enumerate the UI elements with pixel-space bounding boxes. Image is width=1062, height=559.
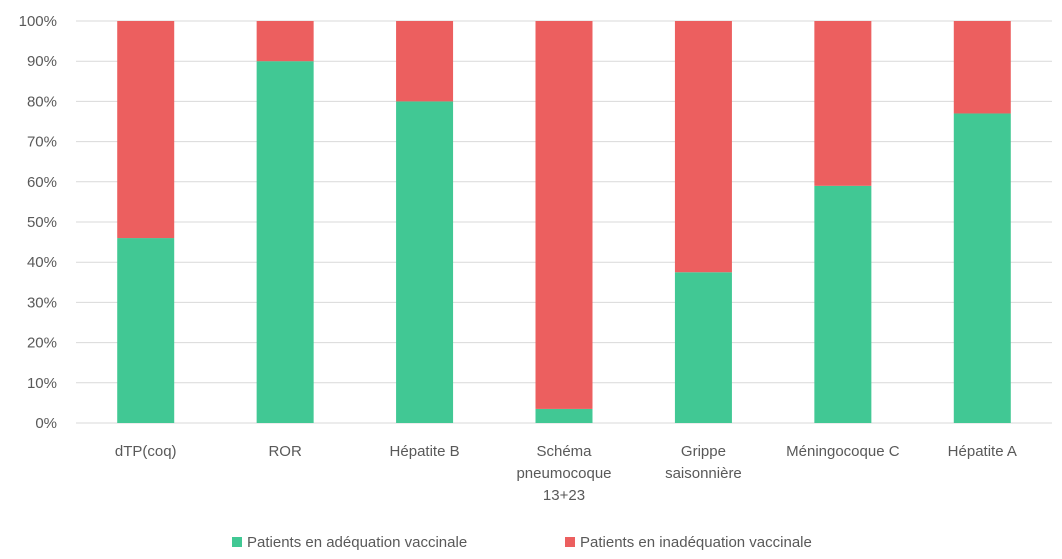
- y-tick-label: 60%: [27, 174, 57, 191]
- bar-adequation-1: [117, 238, 175, 423]
- x-category-label: ROR: [268, 443, 302, 460]
- y-tick-label: 20%: [27, 335, 57, 352]
- x-category-label: Grippe saisonnière: [665, 443, 742, 482]
- legend-swatch: [565, 537, 575, 547]
- y-tick-label: 100%: [19, 13, 57, 30]
- x-category-label: Hépatite B: [390, 443, 460, 460]
- bar-adequation-6: [814, 185, 872, 423]
- bar-inadequation-4: [535, 21, 593, 409]
- legend: Patients en adéquation vaccinale Patients…: [232, 534, 812, 551]
- y-tick-label: 50%: [27, 214, 57, 231]
- legend-label: Patients en adéquation vaccinale: [247, 534, 467, 551]
- y-tick-label: 70%: [27, 134, 57, 151]
- x-category-label: dTP(coq): [115, 443, 177, 460]
- y-tick-label: 80%: [27, 93, 57, 110]
- legend-swatch: [232, 537, 242, 547]
- bars: [117, 21, 1011, 424]
- bar-inadequation-7: [953, 21, 1011, 114]
- x-axis-category-labels: dTP(coq) ROR Hépatite B Schéma pneumocoque 13…: [115, 443, 1017, 504]
- bar-inadequation-5: [674, 21, 732, 273]
- y-tick-label: 40%: [27, 254, 57, 271]
- bar-adequation-5: [674, 272, 732, 423]
- x-category-label: Schéma pneumocoque 13+23: [516, 443, 611, 504]
- bar-inadequation-3: [396, 21, 454, 102]
- y-tick-label: 90%: [27, 53, 57, 70]
- y-tick-label: 30%: [27, 294, 57, 311]
- bar-inadequation-6: [814, 21, 872, 186]
- y-tick-label: 10%: [27, 375, 57, 392]
- x-category-label: Hépatite A: [948, 443, 1017, 460]
- bar-inadequation-1: [117, 21, 175, 239]
- y-tick-label: 0%: [35, 415, 57, 432]
- bar-adequation-3: [396, 101, 454, 424]
- x-category-label: Méningocoque C: [786, 443, 900, 460]
- bar-adequation-7: [953, 113, 1011, 424]
- bar-adequation-4: [535, 408, 593, 423]
- y-axis-tick-labels: 0% 10% 20% 30% 40% 50% 60% 70% 80% 90% 100%: [19, 13, 57, 432]
- bar-adequation-2: [256, 61, 314, 423]
- legend-label: Patients en inadéquation vaccinale: [580, 534, 812, 551]
- bar-inadequation-2: [256, 21, 314, 62]
